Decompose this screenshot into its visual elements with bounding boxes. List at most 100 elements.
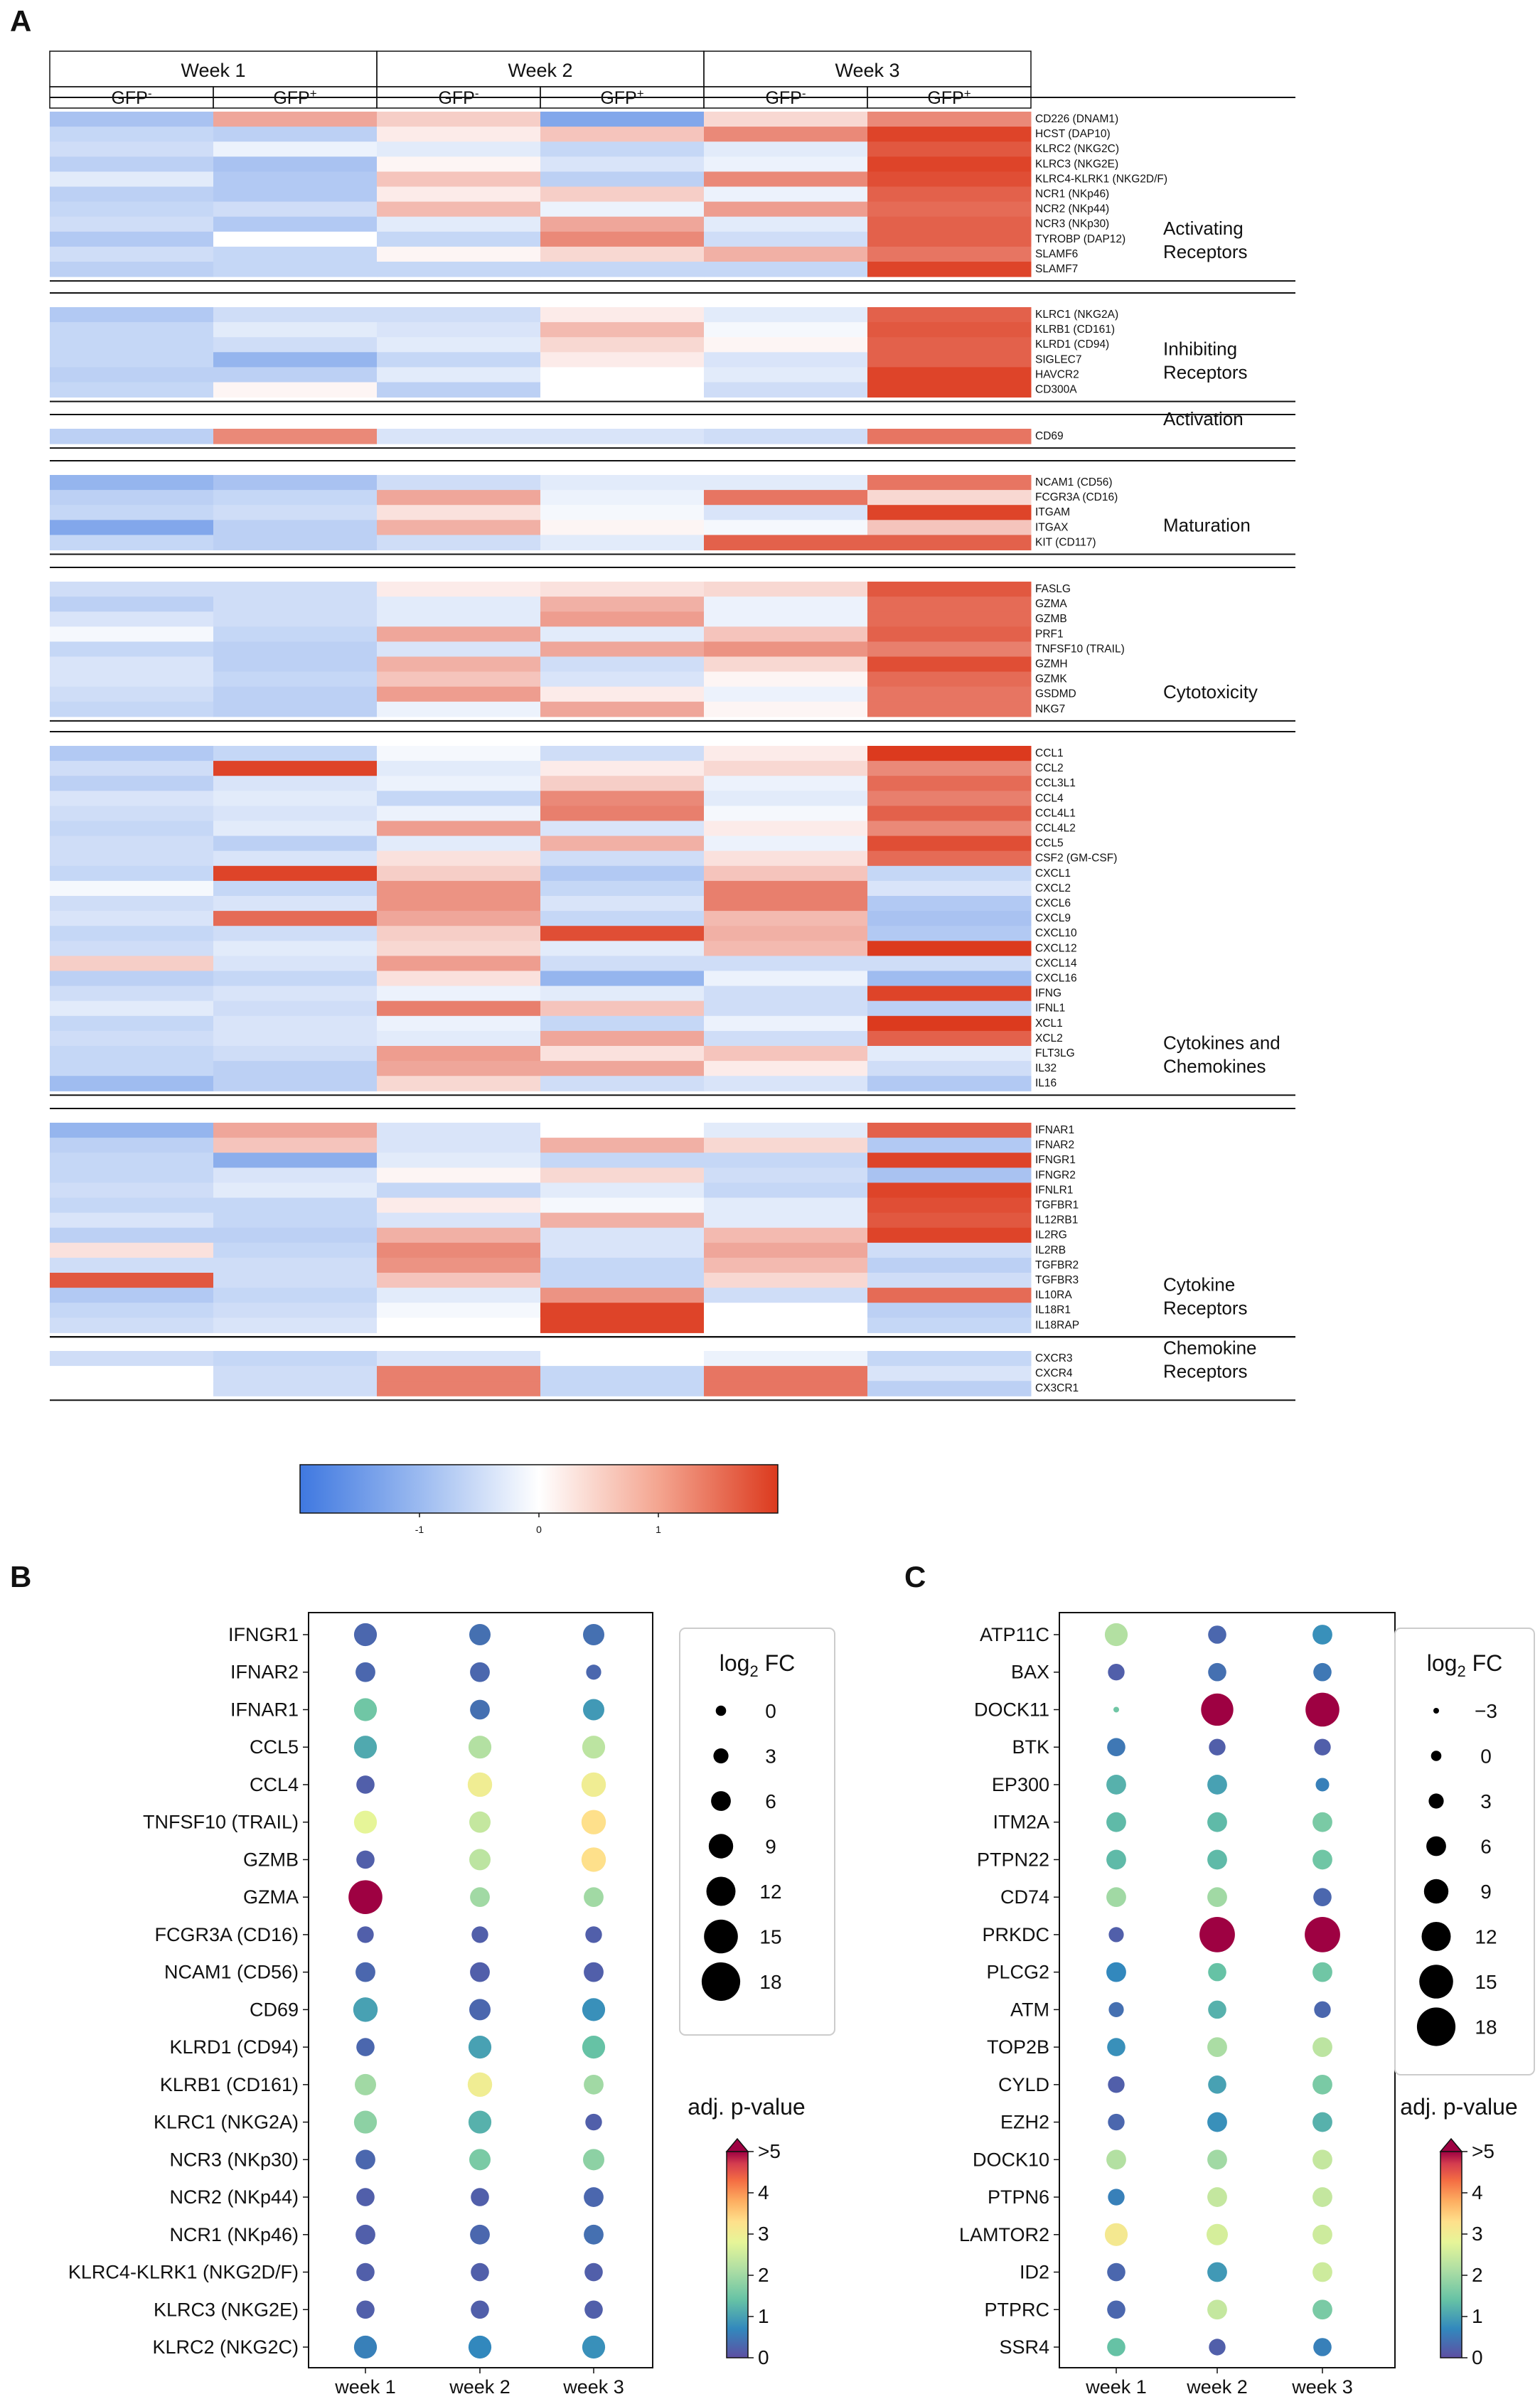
heatmap-cell	[704, 216, 868, 233]
gene-label: CCL5	[1035, 838, 1064, 850]
color-legend-tick-label: >5	[1472, 2140, 1494, 2162]
heatmap-cell	[867, 1242, 1032, 1259]
heatmap-cell	[213, 626, 378, 642]
panel-label-a: A	[10, 4, 31, 38]
heatmap-cell	[867, 1030, 1032, 1047]
heatmap-cell	[50, 835, 214, 852]
heatmap-cell	[213, 141, 378, 157]
dot	[357, 1926, 374, 1943]
heatmap-cell	[50, 1015, 214, 1032]
gene-label: IFNGR1	[228, 1624, 299, 1645]
size-legend-dot	[1433, 1708, 1439, 1714]
heatmap-cell	[540, 671, 705, 688]
heatmap-cell	[213, 1351, 378, 1367]
size-legend-label: 0	[1480, 1746, 1492, 1768]
heatmap-cell	[540, 911, 705, 926]
heatmap-cell	[540, 1076, 705, 1091]
heatmap-cell	[213, 201, 378, 218]
dot	[470, 2224, 490, 2245]
gene-label: FLT3LG	[1035, 1047, 1075, 1059]
gene-label: CCL4	[1035, 792, 1064, 804]
heatmap-cell	[704, 850, 868, 867]
dot	[1312, 2112, 1332, 2132]
heatmap-cell	[867, 656, 1032, 673]
heatmap-cell	[213, 246, 378, 262]
size-legend-label: 6	[1480, 1836, 1492, 1858]
heatmap-cell	[50, 956, 214, 971]
gene-label: BTK	[1012, 1736, 1049, 1758]
heatmap-cell	[213, 1046, 378, 1062]
gene-label: IL18R1	[1035, 1304, 1071, 1316]
gene-label: FCGR3A (CD16)	[154, 1924, 299, 1945]
heatmap-cell	[867, 1168, 1032, 1183]
heatmap-cell	[213, 941, 378, 956]
gene-label: HCST (DAP10)	[1035, 128, 1111, 140]
heatmap-cell	[377, 880, 541, 897]
heatmap-cell	[867, 246, 1032, 262]
heatmap-cell	[377, 746, 541, 762]
heatmap-cell	[50, 1046, 214, 1062]
dot	[469, 2149, 491, 2171]
heatmap-cell	[213, 746, 378, 762]
dot	[584, 2074, 604, 2095]
gene-label: DOCK10	[973, 2149, 1049, 2170]
heatmap-cell	[867, 835, 1032, 852]
gene-label: CD226 (DNAM1)	[1035, 113, 1118, 125]
heatmap-cell	[867, 171, 1032, 187]
color-legend-tick-label: 0	[758, 2346, 769, 2368]
dot	[1106, 2149, 1126, 2170]
heatmap-cell	[377, 1318, 541, 1333]
size-legend-label: 18	[759, 1971, 781, 1993]
x-tick-label: week 1	[1085, 2376, 1147, 2398]
heatmap-cell	[50, 701, 214, 717]
gene-label: CCL3L1	[1035, 777, 1076, 789]
heatmap-cell	[50, 1318, 214, 1333]
heatmap-cell	[377, 1030, 541, 1047]
gene-label: CXCL9	[1035, 912, 1071, 924]
heatmap-cell	[50, 821, 214, 837]
heatmap-cell	[540, 352, 705, 368]
heatmap-cell	[540, 1227, 705, 1244]
heatmap-cell	[377, 1273, 541, 1288]
heatmap-cell	[50, 171, 214, 187]
gene-label: GZMA	[1035, 598, 1067, 610]
heatmap-cell	[377, 806, 541, 821]
gene-label: IL12RB1	[1035, 1214, 1078, 1227]
dot	[468, 2335, 492, 2359]
dot	[470, 1699, 490, 1720]
heatmap-cell	[540, 1000, 705, 1017]
heatmap-cell	[377, 1153, 541, 1168]
heatmap-cell	[704, 1000, 868, 1017]
size-legend-dot	[701, 1962, 741, 2002]
gene-label: NCR1 (NKp46)	[1035, 188, 1109, 201]
gene-label: TGFBR3	[1035, 1274, 1079, 1286]
heatmap-cell	[540, 307, 705, 323]
heatmap-cell	[540, 806, 705, 821]
dot	[1107, 2262, 1125, 2282]
heatmap-cell	[213, 1123, 378, 1138]
heatmap-cell	[377, 490, 541, 506]
heatmap-cell	[704, 520, 868, 535]
dot	[1207, 2112, 1227, 2132]
heatmap-cell	[867, 941, 1032, 956]
heatmap-cell	[867, 1123, 1032, 1138]
heatmap-cell	[540, 1153, 705, 1168]
heatmap-cell	[377, 1061, 541, 1076]
dot	[1207, 1849, 1227, 1870]
heatmap-cell	[704, 156, 868, 172]
heatmap-cell	[867, 746, 1032, 762]
heatmap-cell	[213, 490, 378, 506]
dot	[1199, 1916, 1235, 1952]
gene-label: IFNG	[1035, 988, 1062, 1000]
week-header: Week 3	[835, 60, 899, 81]
heatmap-cell	[704, 1076, 868, 1091]
gene-label: CD74	[1000, 1886, 1049, 1908]
heatmap-cell	[50, 112, 214, 127]
dot	[582, 1736, 606, 1759]
heatmap-cell	[540, 776, 705, 791]
heatmap-cell	[213, 1288, 378, 1303]
heatmap-cell	[50, 985, 214, 1002]
heatmap-cell	[704, 791, 868, 806]
heatmap-cell	[377, 201, 541, 218]
heatmap-cell	[50, 141, 214, 157]
